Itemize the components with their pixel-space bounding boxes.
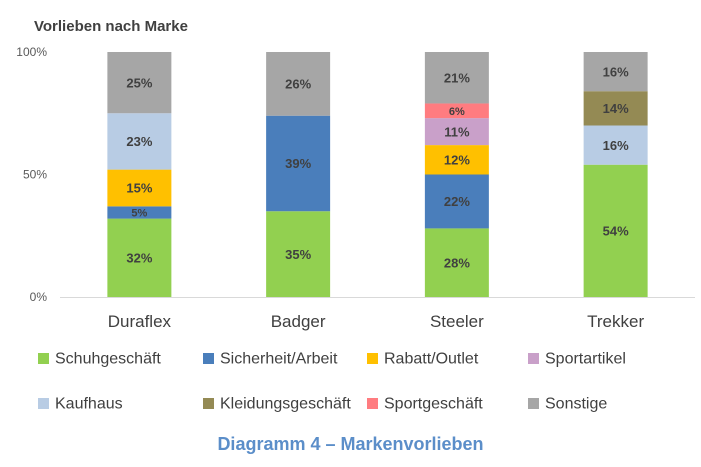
data-label: 12% [444, 152, 470, 167]
bar-segment [583, 91, 648, 126]
stacked-bar-chart: Vorlieben nach Marke 0% 50% 100% Duraflex Ba… [16, 18, 695, 413]
bar-segment [266, 52, 331, 116]
legend-label: Sportgeschäft [384, 396, 483, 413]
bar-segment [424, 174, 489, 229]
data-label: 32% [126, 250, 152, 265]
legend-label: Schuhgeschäft [55, 351, 161, 368]
bar-segment [107, 113, 172, 170]
x-category-label: Badger [271, 312, 326, 331]
bar-segment [266, 115, 331, 212]
legend-label: Sonstige [545, 396, 607, 413]
legend-swatch [38, 398, 49, 409]
legend-swatch [367, 353, 378, 364]
data-label: 39% [285, 156, 311, 171]
chart-title: Vorlieben nach Marke [34, 18, 188, 35]
data-label: 54% [603, 224, 629, 239]
bar-segment [583, 125, 648, 165]
legend-swatch [528, 353, 539, 364]
data-label: 23% [126, 134, 152, 149]
bar-segment [424, 118, 489, 146]
data-label: 5% [131, 207, 147, 219]
data-label: 25% [126, 75, 152, 90]
legend-label: Kleidungsgeschäft [220, 396, 351, 413]
data-label: 6% [449, 106, 465, 118]
bar-segment [424, 145, 489, 175]
bars-layer: 32% 5% 15% 23% 25% 35% 39% 26% 28% 22% 12% 11% 6% 21%… [107, 52, 648, 297]
y-tick-label: 100% [16, 45, 47, 59]
bar-segment [424, 52, 489, 104]
legend-label: Rabatt/Outlet [384, 351, 479, 368]
bar-segment [107, 206, 172, 219]
bar-segment [107, 218, 172, 297]
y-tick-label: 0% [30, 290, 48, 304]
figure-caption: Diagramm 4 – Markenvorlieben [217, 434, 484, 454]
bar-segment [266, 211, 331, 297]
legend: Schuhgeschäft Sicherheit/Arbeit Rabatt/Out… [38, 351, 626, 413]
data-label: 16% [603, 138, 629, 153]
axis-layer: 0% 50% 100% Duraflex Badger Steeler Trekker [16, 45, 695, 331]
bar-segment [424, 103, 489, 119]
legend-label: Sicherheit/Arbeit [220, 351, 338, 368]
data-label: 28% [444, 255, 470, 270]
x-category-label: Steeler [430, 312, 484, 331]
bar-segment [107, 169, 172, 207]
legend-swatch [38, 353, 49, 364]
bar-segment [583, 164, 648, 297]
legend-swatch [203, 398, 214, 409]
legend-swatch [367, 398, 378, 409]
data-label: 26% [285, 77, 311, 92]
bar-segment [583, 52, 648, 92]
bar-segment [424, 228, 489, 297]
data-label: 15% [126, 181, 152, 196]
data-label: 11% [444, 124, 470, 139]
data-label: 14% [603, 101, 629, 116]
data-label: 16% [603, 64, 629, 79]
legend-label: Kaufhaus [55, 396, 123, 413]
bar-segment [107, 52, 172, 114]
x-category-label: Duraflex [108, 312, 172, 331]
data-label: 21% [444, 70, 470, 85]
legend-label: Sportartikel [545, 351, 626, 368]
x-category-label: Trekker [587, 312, 644, 331]
data-label: 22% [444, 194, 470, 209]
y-tick-label: 50% [23, 168, 47, 182]
data-label: 35% [285, 247, 311, 262]
legend-swatch [528, 398, 539, 409]
legend-swatch [203, 353, 214, 364]
